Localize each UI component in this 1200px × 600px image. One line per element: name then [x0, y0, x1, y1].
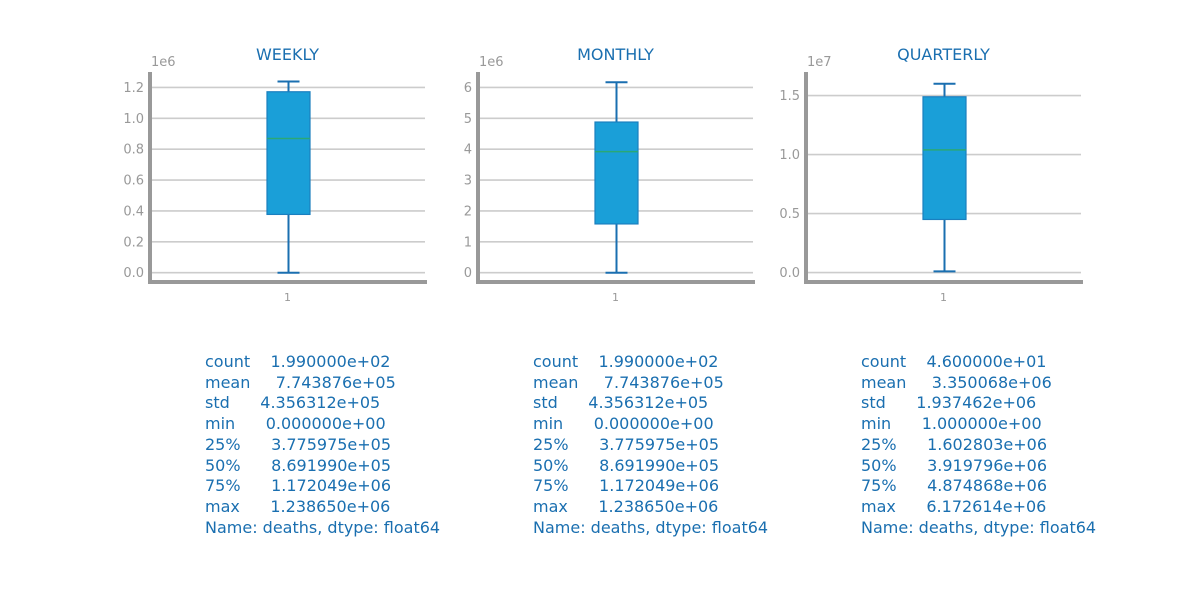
monthly-chart-title: MONTHLY: [577, 45, 654, 64]
stats-line: count 1.990000e+02: [205, 352, 391, 371]
monthly-offset-label: 1e6: [479, 55, 504, 70]
weekly-ytick-label: 1.2: [123, 81, 144, 96]
quarterly-offset-label: 1e7: [807, 55, 832, 70]
monthly-ytick-label: 2: [464, 204, 472, 219]
stats-line: 75% 4.874868e+06: [861, 476, 1048, 496]
stats-line: mean 7.743876e+05: [205, 372, 396, 392]
stats-line: max 6.172614e+06: [861, 496, 1047, 516]
stats-line: 75% 1.172049e+06: [533, 476, 720, 496]
monthly-ytick-label: 6: [464, 81, 472, 96]
stats-line: 25% 3.775975e+05: [205, 434, 392, 454]
stats-line: std 4.356312e+05: [533, 393, 709, 413]
stats-line: std 4.356312e+05: [205, 393, 381, 413]
stats-line: 75% 1.172049e+06: [205, 476, 392, 496]
quarterly-ytick-label: 0.0: [779, 266, 800, 281]
weekly-ytick-label: 0.0: [123, 266, 144, 281]
stats-line: 50% 3.919796e+06: [861, 455, 1048, 475]
quarterly-ytick-label: 1.0: [779, 148, 800, 163]
monthly-ytick-label: 4: [464, 143, 472, 158]
monthly-ytick-label: 5: [464, 112, 472, 127]
stats-line: 50% 8.691990e+05: [533, 455, 720, 475]
monthly-ytick-label: 1: [464, 235, 472, 250]
monthly-iqr-box: [594, 121, 639, 225]
weekly-ytick-label: 0.8: [123, 143, 144, 158]
stats-block-quarterly: count 4.600000e+01 mean 3.350068e+06 std 1…: [861, 352, 1096, 538]
stats-line: std 1.937462e+06: [861, 393, 1037, 413]
weekly-ytick-label: 1.0: [123, 112, 144, 127]
stats-line: min 0.000000e+00: [205, 414, 386, 434]
quarterly-ytick-label: 0.5: [779, 207, 800, 222]
stats-line: 25% 3.775975e+05: [533, 434, 720, 454]
monthly-ytick-label: 3: [464, 174, 472, 189]
monthly-xtick-label: 1: [612, 291, 619, 304]
stats-block-monthly: count 1.990000e+02 mean 7.743876e+05 std 4…: [533, 352, 768, 538]
stats-block-weekly: count 1.990000e+02 mean 7.743876e+05 std 4…: [205, 352, 440, 538]
stats-line: mean 3.350068e+06: [861, 372, 1052, 392]
stats-line: max 1.238650e+06: [205, 496, 391, 516]
weekly-xtick-label: 1: [284, 291, 291, 304]
quarterly-xtick-label: 1: [940, 291, 947, 304]
quarterly-chart-title: QUARTERLY: [897, 45, 990, 64]
weekly-ytick-label: 0.4: [123, 204, 144, 219]
stats-line: 25% 1.602803e+06: [861, 434, 1048, 454]
quarterly-iqr-box: [922, 96, 967, 221]
weekly-offset-label: 1e6: [151, 55, 176, 70]
stats-line: max 1.238650e+06: [533, 496, 719, 516]
weekly-ytick-label: 0.6: [123, 174, 144, 189]
stats-line: Name: deaths, dtype: float64: [533, 517, 769, 537]
weekly-chart-title: WEEKLY: [256, 45, 319, 64]
stats-line: 50% 8.691990e+05: [205, 455, 392, 475]
stats-line: mean 7.743876e+05: [533, 372, 724, 392]
quarterly-ytick-label: 1.5: [779, 89, 800, 104]
stats-line: min 1.000000e+00: [861, 414, 1042, 434]
stats-line: count 4.600000e+01: [861, 352, 1047, 371]
stats-line: count 1.990000e+02: [533, 352, 719, 371]
stats-line: Name: deaths, dtype: float64: [861, 517, 1097, 537]
stats-line: Name: deaths, dtype: float64: [205, 517, 441, 537]
weekly-iqr-box: [266, 91, 311, 216]
monthly-ytick-label: 0: [464, 266, 472, 281]
stats-line: min 0.000000e+00: [533, 414, 714, 434]
weekly-ytick-label: 0.2: [123, 235, 144, 250]
